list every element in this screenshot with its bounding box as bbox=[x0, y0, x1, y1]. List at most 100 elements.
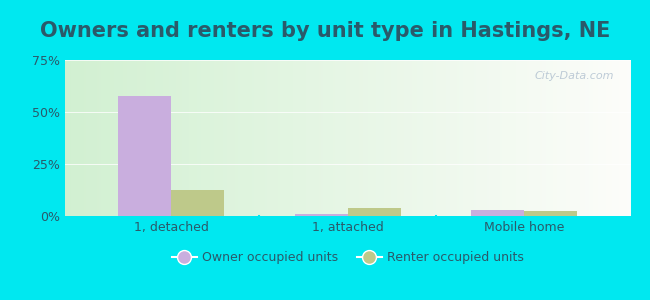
Bar bbox=[382, 60, 383, 216]
Bar bbox=[488, 60, 489, 216]
Bar bbox=[122, 60, 124, 216]
Bar bbox=[188, 60, 189, 216]
Bar bbox=[99, 60, 101, 216]
Bar bbox=[534, 60, 536, 216]
Bar bbox=[266, 60, 268, 216]
Bar bbox=[97, 60, 99, 216]
Bar bbox=[348, 60, 350, 216]
Bar bbox=[318, 60, 320, 216]
Bar bbox=[182, 60, 184, 216]
Bar bbox=[580, 60, 582, 216]
Bar bbox=[255, 60, 257, 216]
Bar bbox=[568, 60, 570, 216]
Bar bbox=[515, 60, 517, 216]
Bar bbox=[180, 60, 182, 216]
Bar bbox=[184, 60, 186, 216]
Bar bbox=[369, 60, 370, 216]
Bar bbox=[306, 60, 308, 216]
Bar bbox=[376, 60, 378, 216]
Bar bbox=[612, 60, 614, 216]
Bar bbox=[385, 60, 387, 216]
Bar bbox=[261, 60, 263, 216]
Bar bbox=[144, 60, 146, 216]
Bar bbox=[331, 60, 333, 216]
Bar bbox=[395, 60, 396, 216]
Bar bbox=[124, 60, 125, 216]
Bar bbox=[148, 60, 150, 216]
Bar bbox=[363, 60, 365, 216]
Bar bbox=[178, 60, 180, 216]
Bar bbox=[457, 60, 459, 216]
Bar bbox=[619, 60, 621, 216]
Bar bbox=[344, 60, 346, 216]
Bar bbox=[195, 60, 197, 216]
Bar bbox=[396, 60, 398, 216]
Bar bbox=[299, 60, 301, 216]
Bar bbox=[442, 60, 444, 216]
Bar bbox=[408, 60, 410, 216]
Bar bbox=[570, 60, 572, 216]
Bar bbox=[584, 60, 585, 216]
Bar bbox=[203, 60, 205, 216]
Bar bbox=[521, 60, 523, 216]
Bar bbox=[157, 60, 159, 216]
Bar bbox=[300, 60, 302, 216]
Bar bbox=[412, 60, 413, 216]
Bar bbox=[495, 60, 497, 216]
Bar bbox=[140, 60, 142, 216]
Bar bbox=[499, 60, 500, 216]
Bar bbox=[393, 60, 395, 216]
Bar bbox=[105, 60, 107, 216]
Bar bbox=[312, 60, 314, 216]
Bar bbox=[333, 60, 335, 216]
Bar bbox=[242, 60, 244, 216]
Bar bbox=[246, 60, 248, 216]
Bar bbox=[88, 60, 90, 216]
Bar bbox=[461, 60, 463, 216]
Text: City-Data.com: City-Data.com bbox=[534, 71, 614, 81]
Bar bbox=[90, 60, 92, 216]
Bar bbox=[239, 60, 240, 216]
Bar bbox=[294, 214, 348, 216]
Bar bbox=[538, 60, 540, 216]
Bar bbox=[263, 60, 265, 216]
Bar bbox=[101, 60, 103, 216]
Bar bbox=[337, 60, 339, 216]
Bar bbox=[478, 60, 480, 216]
Bar bbox=[320, 60, 321, 216]
Bar bbox=[329, 60, 331, 216]
Bar bbox=[240, 60, 242, 216]
Bar bbox=[73, 60, 74, 216]
Bar bbox=[356, 60, 357, 216]
Bar bbox=[512, 60, 514, 216]
Bar bbox=[205, 60, 207, 216]
Bar bbox=[486, 60, 488, 216]
Bar bbox=[451, 60, 453, 216]
Bar bbox=[602, 60, 604, 216]
Bar bbox=[561, 60, 563, 216]
Bar bbox=[268, 60, 270, 216]
Bar bbox=[107, 60, 109, 216]
Bar bbox=[434, 60, 436, 216]
Bar bbox=[585, 60, 587, 216]
Bar bbox=[482, 60, 484, 216]
Bar bbox=[354, 60, 356, 216]
Bar bbox=[530, 60, 532, 216]
Bar bbox=[257, 60, 259, 216]
Bar bbox=[589, 60, 591, 216]
Bar bbox=[621, 60, 623, 216]
Bar bbox=[189, 60, 191, 216]
Bar bbox=[346, 60, 348, 216]
Bar bbox=[474, 60, 476, 216]
Bar bbox=[625, 60, 627, 216]
Bar bbox=[525, 212, 577, 216]
Bar bbox=[304, 60, 306, 216]
Bar bbox=[280, 60, 282, 216]
Bar bbox=[455, 60, 457, 216]
Bar bbox=[109, 60, 111, 216]
Bar bbox=[572, 60, 574, 216]
Bar bbox=[476, 60, 478, 216]
Bar bbox=[553, 60, 555, 216]
Bar bbox=[216, 60, 218, 216]
Bar bbox=[406, 60, 408, 216]
